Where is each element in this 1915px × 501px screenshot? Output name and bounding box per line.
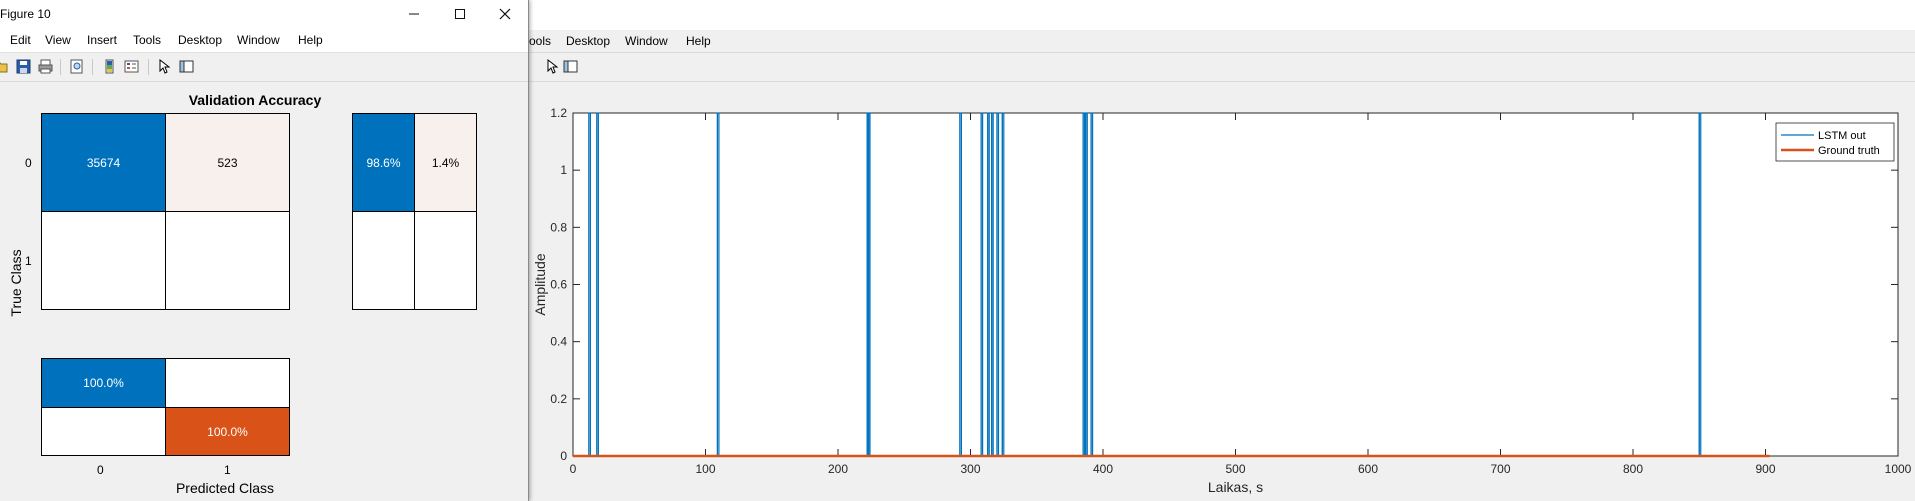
col-summary-0-0[interactable]: 100.0% <box>41 358 166 408</box>
close-button[interactable] <box>482 0 528 28</box>
close-icon <box>499 8 511 20</box>
back-menubar: ↴ ools Desktop Window Help <box>520 30 1915 53</box>
x-axis-label: Predicted Class <box>175 480 275 496</box>
row-summary-1-0[interactable] <box>352 211 415 310</box>
row-label-0: 0 <box>25 156 32 170</box>
menu-view[interactable]: View <box>45 33 71 47</box>
y-tick-label: 0.8 <box>550 220 567 234</box>
menu-tools-partial[interactable]: ools <box>529 34 552 48</box>
print-preview-icon[interactable] <box>69 59 84 74</box>
col-summary-0-1[interactable] <box>165 358 290 408</box>
panel-icon[interactable] <box>563 59 578 74</box>
chart-title: Validation Accuracy <box>188 92 322 108</box>
plot-legend[interactable]: LSTM out Ground truth <box>1775 122 1895 162</box>
row-summary-0-1[interactable]: 1.4% <box>414 113 477 212</box>
legend-label: Ground truth <box>1818 145 1880 157</box>
plot-axes[interactable] <box>572 112 1899 457</box>
x-tick-label: 500 <box>1225 462 1245 476</box>
row-label-1: 1 <box>25 254 32 268</box>
x-tick-label: 700 <box>1490 462 1510 476</box>
y-tick-label: 0 <box>560 449 567 463</box>
menu-desktop[interactable]: Desktop <box>566 34 611 48</box>
matrix-cell-1-0[interactable] <box>41 211 166 310</box>
line-plot: 0 100 200 300 400 500 600 700 800 900 1000 0 0.2 0.4 0… <box>532 106 1912 495</box>
maximize-button[interactable] <box>437 0 483 28</box>
col-label-1: 1 <box>224 463 231 477</box>
col-label-0: 0 <box>97 463 104 477</box>
col-summary-1-1[interactable]: 100.0% <box>165 407 290 456</box>
minimize-button[interactable] <box>391 0 437 28</box>
matrix-cell-0-0[interactable]: 35674 <box>41 113 166 212</box>
title-bar: Figure 10 <box>0 0 528 28</box>
colorbar-icon[interactable] <box>102 59 117 74</box>
x-tick-label: 1000 <box>1885 462 1912 476</box>
toolbar-separator <box>60 59 61 75</box>
plot-x-axis-label: Laikas, s <box>1208 479 1263 495</box>
toolbar-separator <box>148 59 149 75</box>
x-tick-label: 200 <box>828 462 848 476</box>
x-tick-label: 100 <box>695 462 715 476</box>
menu-window[interactable]: Window <box>237 33 280 47</box>
row-summary-1-1[interactable] <box>414 211 477 310</box>
matrix-cell-0-1[interactable]: 523 <box>165 113 290 212</box>
legend-box <box>1775 122 1895 162</box>
x-tick-label: 400 <box>1093 462 1113 476</box>
y-axis-label: True Class <box>8 249 24 317</box>
plot-series <box>573 112 1770 458</box>
pointer-icon[interactable] <box>157 59 172 74</box>
y-tick-label: 1 <box>560 163 567 177</box>
axis-labels: 0 100 200 300 400 500 600 700 800 900 1000 0 0.2 0.4 0… <box>532 106 1912 495</box>
x-tick-label: 800 <box>1623 462 1643 476</box>
menu-desktop[interactable]: Desktop <box>178 33 223 47</box>
matrix-cell-1-1[interactable] <box>165 211 290 310</box>
plot-y-axis-label: Amplitude <box>532 253 548 315</box>
menu-tools[interactable]: Tools <box>133 33 162 47</box>
toolbar-separator <box>92 59 93 75</box>
y-tick-label: 1.2 <box>550 106 567 120</box>
row-summary-0-0[interactable]: 98.6% <box>352 113 415 212</box>
y-tick-label: 0.2 <box>550 392 567 406</box>
menu-edit[interactable]: Edit <box>10 33 31 47</box>
minimize-icon <box>409 13 419 15</box>
x-tick-label: 600 <box>1358 462 1378 476</box>
window-title: Figure 10 <box>0 7 51 21</box>
y-tick-label: 0.6 <box>550 278 567 292</box>
x-tick-label: 300 <box>960 462 980 476</box>
col-summary-1-0[interactable] <box>41 407 166 456</box>
x-tick-label: 0 <box>570 462 577 476</box>
save-icon[interactable] <box>16 59 31 74</box>
x-tick-label: 900 <box>1755 462 1775 476</box>
menu-help[interactable]: Help <box>686 34 711 48</box>
print-icon[interactable] <box>38 59 53 74</box>
legend-label: LSTM out <box>1818 130 1866 142</box>
toolbar <box>0 53 528 82</box>
panel-icon[interactable] <box>179 59 194 74</box>
back-toolbar <box>528 53 1915 82</box>
maximize-icon <box>455 9 465 19</box>
menu-insert[interactable]: Insert <box>87 33 118 47</box>
menubar: Edit View Insert Tools Desktop Window He… <box>0 28 528 53</box>
open-icon[interactable] <box>0 59 9 74</box>
pointer-icon[interactable] <box>545 59 560 74</box>
legend-icon[interactable] <box>124 59 139 74</box>
menu-window[interactable]: Window <box>625 34 668 48</box>
y-tick-label: 0.4 <box>550 335 567 349</box>
menu-help[interactable]: Help <box>298 33 323 47</box>
